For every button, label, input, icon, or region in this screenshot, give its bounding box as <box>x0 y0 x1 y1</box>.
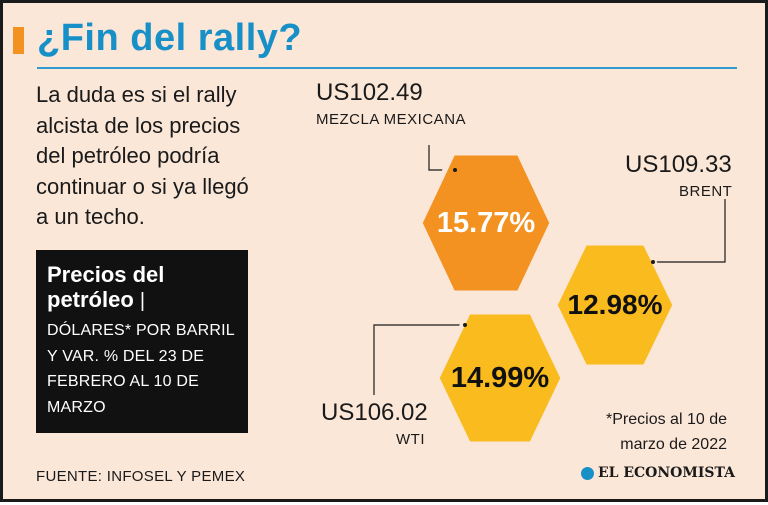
intro-line: a un techo. <box>36 204 145 229</box>
logo: EL ECONOMISTA <box>580 465 735 481</box>
category-label-brent: BRENT <box>679 183 733 200</box>
globe-icon <box>580 466 594 480</box>
info-title-line: petróleo <box>47 287 134 312</box>
intro-line: La duda es si el rally <box>36 82 237 107</box>
price-label-mezcla: US102.49 <box>316 79 423 106</box>
intro-line: continuar o si ya llegó <box>36 173 249 199</box>
info-desc-line: FEBRERO AL 10 DE <box>47 373 199 390</box>
value-label: 15.77% <box>437 207 536 239</box>
price-note: *Precios al 10 de marzo de 2022 <box>547 407 727 457</box>
category-label-mezcla: MEZCLA MEXICANA <box>316 111 467 128</box>
note-line: marzo de 2022 <box>620 436 727 453</box>
title-divider <box>37 67 737 69</box>
connector-dot <box>651 260 655 264</box>
hexagon-brent <box>552 240 678 370</box>
value-label: 12.98% <box>568 289 663 320</box>
page-title: ¿Fin del rally? <box>37 17 303 59</box>
logo-text: EL ECONOMISTA <box>597 465 735 481</box>
info-title-line: Precios del <box>47 262 165 287</box>
intro-line: del petróleo podría <box>36 143 220 168</box>
intro-line: alcista de los precios <box>36 112 241 138</box>
connector-line <box>653 199 726 263</box>
value-label: 14.99% <box>451 362 550 394</box>
info-desc-line: Y VAR. % DEL 23 DE <box>47 347 205 365</box>
info-box: Precios del petróleo | DÓLARES* POR BARR… <box>36 250 248 433</box>
connector-dot <box>453 168 457 172</box>
price-label-brent: US109.33 <box>625 151 732 178</box>
price-label-wti: US106.02 <box>321 399 428 426</box>
connector-line <box>373 324 465 395</box>
intro-text: La duda es si el rally alcista de los pr… <box>36 80 296 233</box>
category-label-wti: WTI <box>396 431 425 448</box>
accent-bar <box>13 27 24 54</box>
info-desc-line: DÓLARES* POR BARRIL <box>47 322 235 339</box>
info-desc-line: MARZO <box>47 398 106 416</box>
connector-dot <box>463 323 467 327</box>
source-text: FUENTE: INFOSEL Y PEMEX <box>36 468 246 485</box>
info-title: Precios del petróleo | <box>47 262 238 314</box>
note-line: *Precios al 10 de <box>606 411 727 428</box>
hexagon-wti <box>434 309 566 447</box>
info-separator: | <box>139 290 146 312</box>
hexagon-mezcla <box>417 150 555 296</box>
info-description: DÓLARES* POR BARRIL Y VAR. % DEL 23 DE F… <box>47 318 238 420</box>
hexagon-chart: 15.77% 12.98% 14.99% <box>373 145 726 447</box>
